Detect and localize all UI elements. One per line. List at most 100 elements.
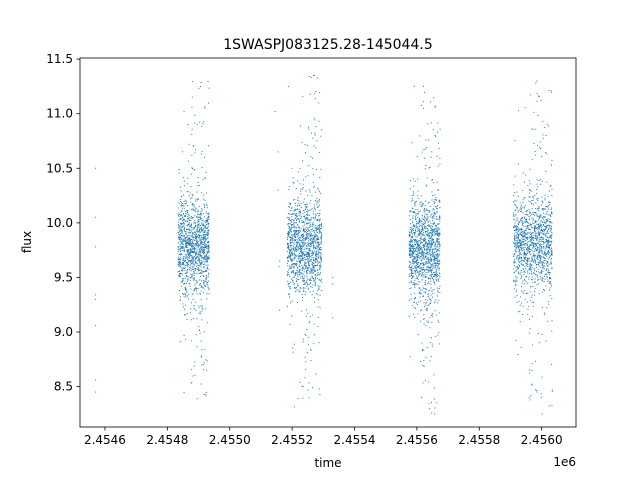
data-point — [297, 180, 299, 182]
data-point — [539, 272, 541, 274]
data-point — [431, 199, 433, 201]
data-point — [423, 224, 425, 226]
data-point — [423, 207, 425, 209]
data-point — [315, 259, 317, 261]
data-point — [205, 231, 207, 233]
data-point — [515, 284, 517, 286]
data-point — [300, 262, 302, 264]
data-point — [305, 268, 307, 269]
data-point — [305, 281, 307, 283]
data-point — [179, 198, 181, 200]
data-point — [418, 219, 420, 221]
data-point — [412, 248, 414, 250]
data-point — [200, 231, 202, 233]
data-point — [299, 260, 301, 262]
data-point — [414, 203, 416, 205]
data-point — [183, 223, 185, 225]
data-point — [289, 286, 291, 288]
data-point — [523, 249, 525, 251]
data-point — [288, 285, 290, 287]
data-point — [543, 312, 545, 314]
data-point — [529, 244, 531, 246]
data-point — [435, 208, 437, 210]
data-point — [420, 264, 422, 266]
data-point — [299, 290, 301, 292]
data-point — [316, 212, 318, 214]
data-point — [527, 292, 529, 294]
data-point — [317, 293, 319, 295]
data-point — [287, 280, 289, 282]
data-point — [190, 247, 192, 249]
data-point — [308, 283, 310, 285]
data-point — [187, 237, 189, 239]
data-point — [205, 246, 207, 248]
data-point — [295, 273, 297, 275]
data-point — [307, 312, 309, 314]
data-point — [183, 243, 185, 245]
data-point — [314, 227, 316, 229]
data-point — [428, 381, 430, 383]
data-point — [203, 198, 205, 200]
data-point — [305, 209, 307, 211]
data-point — [196, 199, 198, 201]
data-point — [523, 217, 525, 219]
data-point — [538, 233, 540, 235]
data-point — [205, 211, 207, 213]
data-point — [413, 239, 415, 241]
data-point — [182, 240, 184, 241]
data-point — [191, 193, 193, 195]
data-point — [550, 278, 552, 280]
data-point — [527, 259, 529, 261]
data-point — [430, 301, 432, 303]
data-point — [536, 238, 538, 240]
data-point — [517, 223, 519, 225]
data-point — [422, 229, 424, 231]
data-point — [433, 275, 435, 277]
data-point — [437, 165, 439, 167]
data-point — [297, 301, 299, 303]
data-point — [296, 272, 298, 274]
data-point — [439, 215, 441, 217]
data-point — [178, 274, 180, 276]
data-point — [206, 250, 208, 252]
data-point — [314, 270, 316, 272]
data-point — [187, 249, 189, 251]
data-point — [408, 260, 410, 262]
data-point — [289, 251, 291, 253]
data-point — [314, 134, 316, 136]
data-point — [427, 210, 429, 212]
data-point — [200, 286, 202, 288]
data-point — [521, 259, 523, 261]
data-point — [208, 244, 210, 246]
data-point — [410, 298, 412, 300]
data-point — [183, 283, 185, 285]
data-point — [208, 258, 210, 260]
data-point — [431, 255, 433, 257]
data-point — [540, 223, 542, 225]
data-point — [315, 238, 317, 240]
data-point — [439, 261, 441, 263]
data-point — [419, 309, 421, 311]
data-point — [206, 266, 208, 268]
data-point — [422, 85, 424, 87]
data-point — [205, 238, 207, 240]
data-point — [182, 218, 184, 220]
data-point — [190, 270, 192, 272]
data-point — [196, 235, 198, 237]
data-point — [199, 255, 201, 257]
data-point — [433, 271, 435, 273]
data-point — [319, 265, 321, 267]
data-point — [206, 242, 208, 244]
data-point — [528, 249, 530, 251]
data-point — [526, 251, 528, 253]
data-point — [535, 274, 537, 276]
data-point — [419, 253, 421, 255]
data-point — [525, 219, 527, 221]
data-point — [425, 255, 427, 257]
data-point — [297, 258, 299, 260]
data-point — [288, 254, 290, 256]
data-point — [303, 198, 305, 200]
data-point — [317, 299, 319, 301]
data-point — [192, 277, 194, 279]
